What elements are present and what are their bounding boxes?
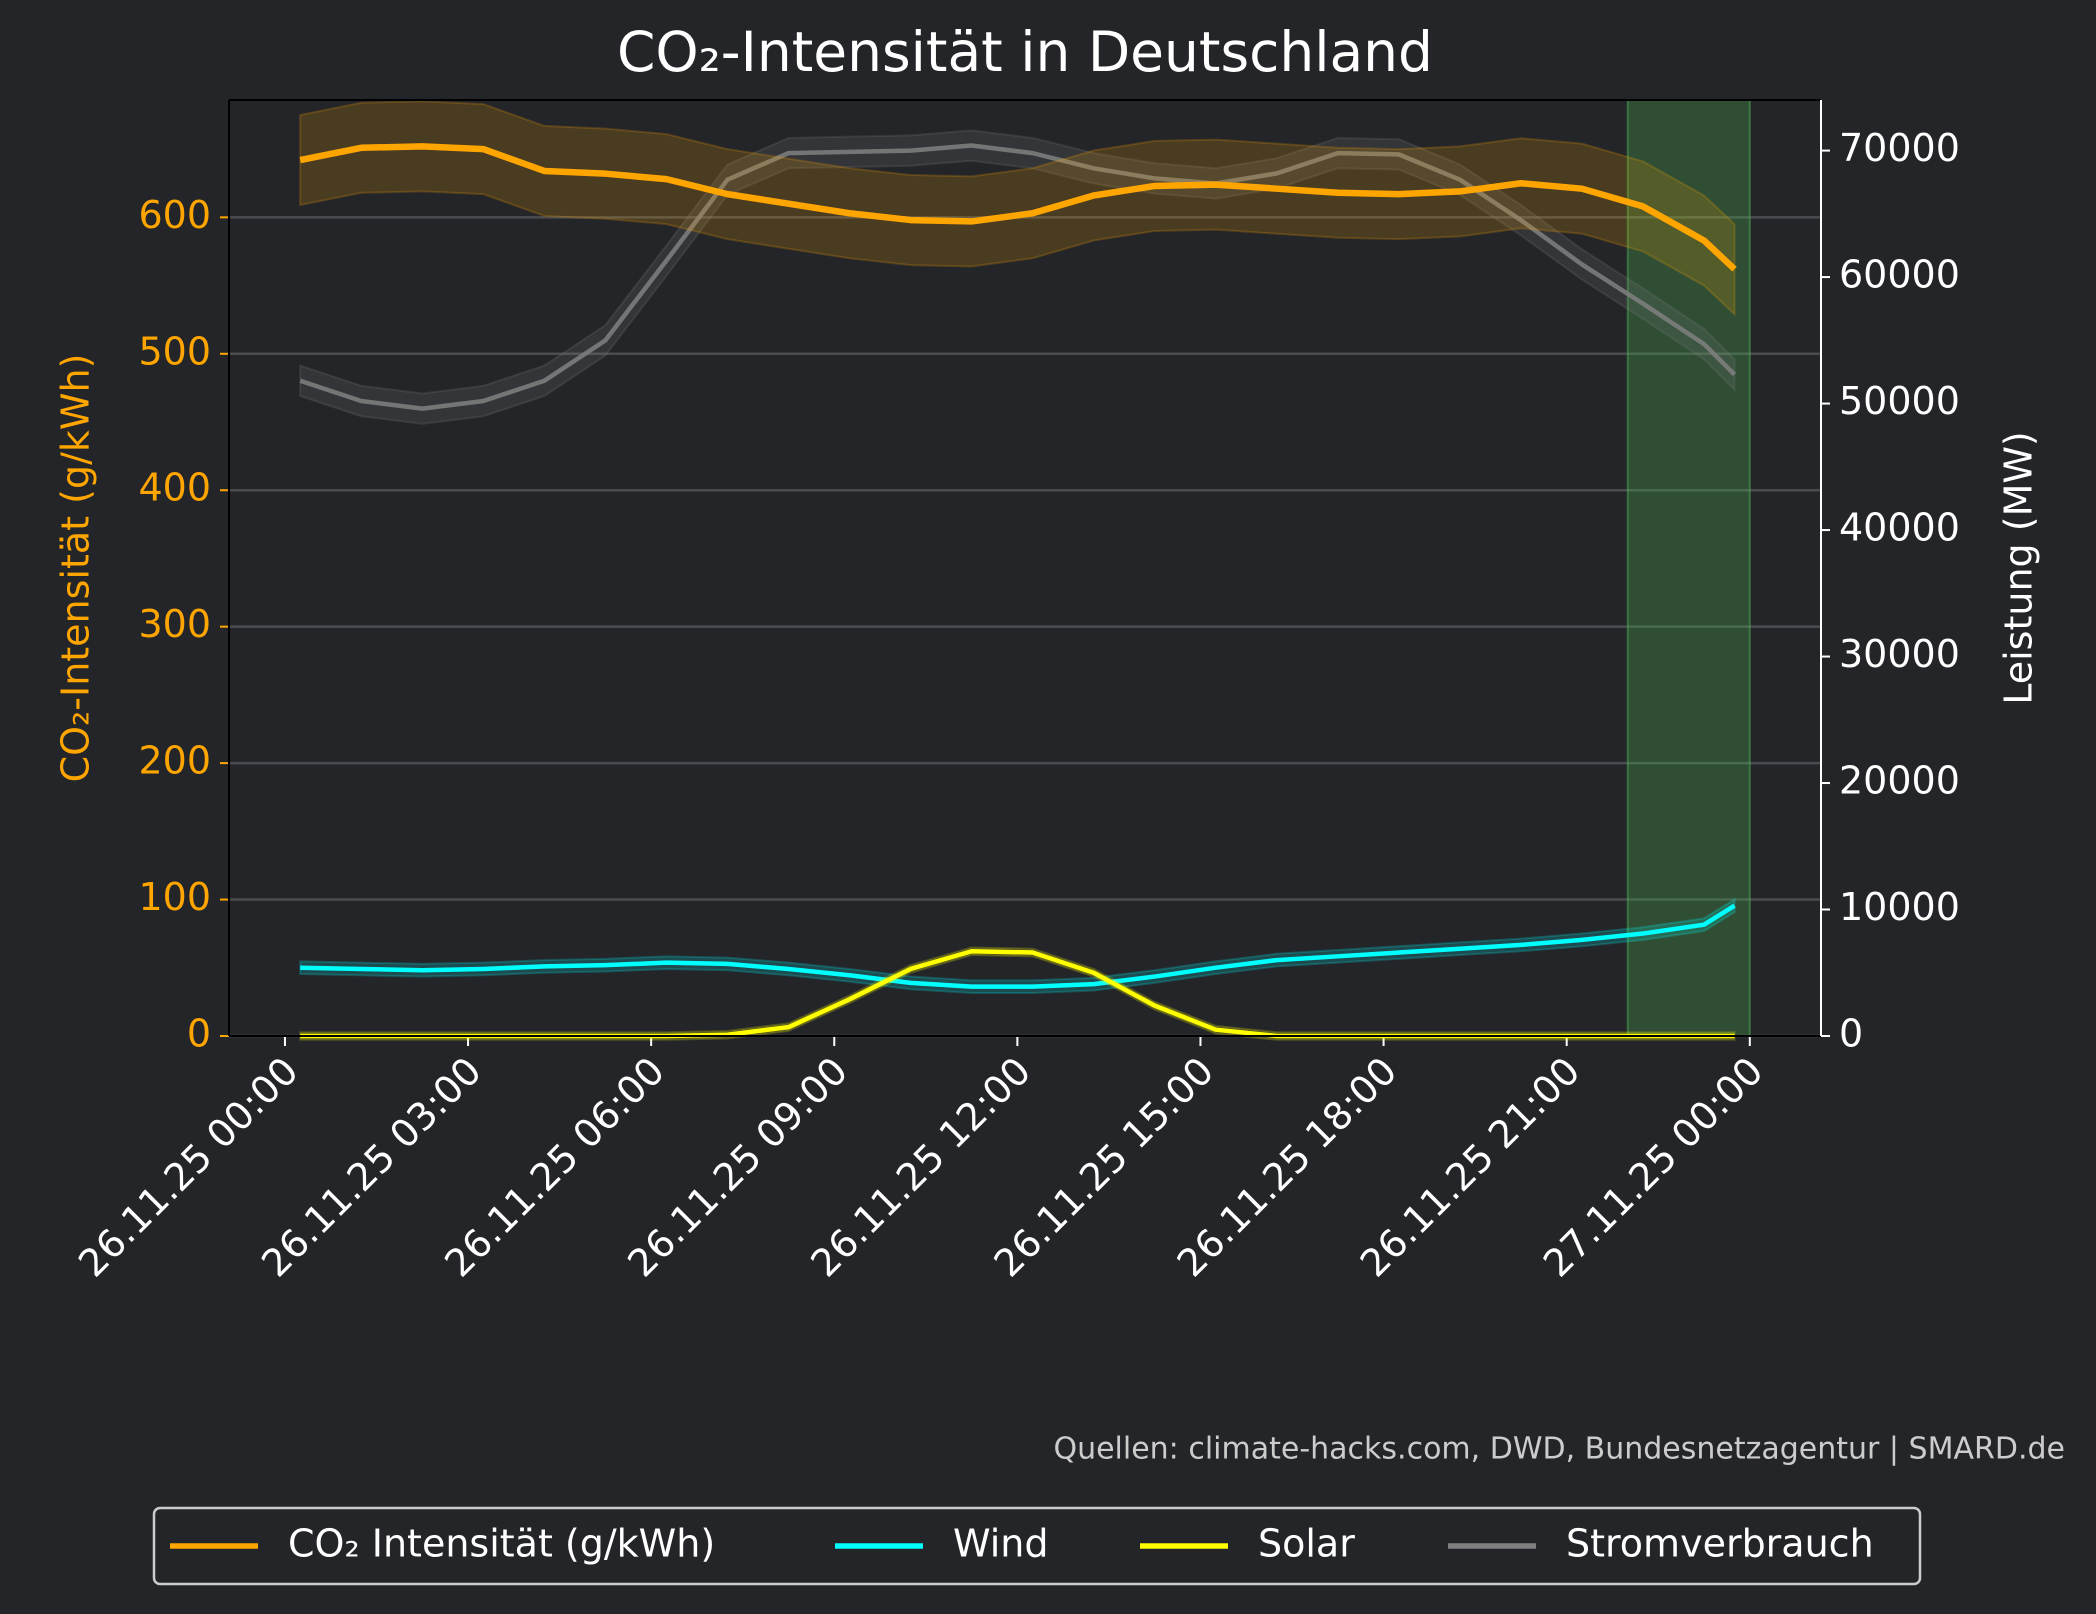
- series-line: [300, 903, 1736, 989]
- y2-axis-label: Leistung (MW): [1997, 431, 2041, 705]
- uncertainty-band: [299, 129, 1736, 425]
- legend-label: Wind: [953, 1522, 1049, 1566]
- y2-tick-label: 40000: [1839, 506, 1960, 550]
- uncertainty-band: [299, 897, 1736, 994]
- y2-tick-label: 0: [1839, 1012, 1863, 1056]
- y-tick-label: 400: [138, 466, 211, 510]
- source-note: Quellen: climate-hacks.com, DWD, Bundesn…: [1053, 1432, 2065, 1467]
- y-tick-label: 600: [138, 193, 211, 237]
- chart-title: CO₂-Intensität in Deutschland: [617, 20, 1433, 84]
- y2-tick-label: 50000: [1839, 379, 1960, 423]
- y-tick-label: 100: [138, 875, 211, 919]
- y2-tick-label: 30000: [1839, 632, 1960, 676]
- y-tick-label: 200: [138, 739, 211, 783]
- y-axis-label: CO₂-Intensität (g/kWh): [54, 354, 98, 783]
- y2-tick-label: 70000: [1839, 126, 1960, 170]
- y2-tick-label: 20000: [1839, 759, 1960, 803]
- series-line: [299, 143, 1737, 411]
- y2-tick-label: 60000: [1839, 253, 1960, 297]
- y-tick-label: 0: [187, 1012, 211, 1056]
- legend-label: Stromverbrauch: [1566, 1522, 1874, 1566]
- y-tick-label: 300: [138, 602, 211, 646]
- legend-label: CO₂ Intensität (g/kWh): [288, 1522, 715, 1566]
- series-line: [299, 143, 1737, 272]
- uncertainty-band: [299, 100, 1736, 317]
- y2-tick-label: 10000: [1839, 885, 1960, 929]
- legend-frame: [152, 1506, 1922, 1586]
- legend-label: Solar: [1258, 1522, 1355, 1566]
- y-tick-label: 500: [138, 329, 211, 373]
